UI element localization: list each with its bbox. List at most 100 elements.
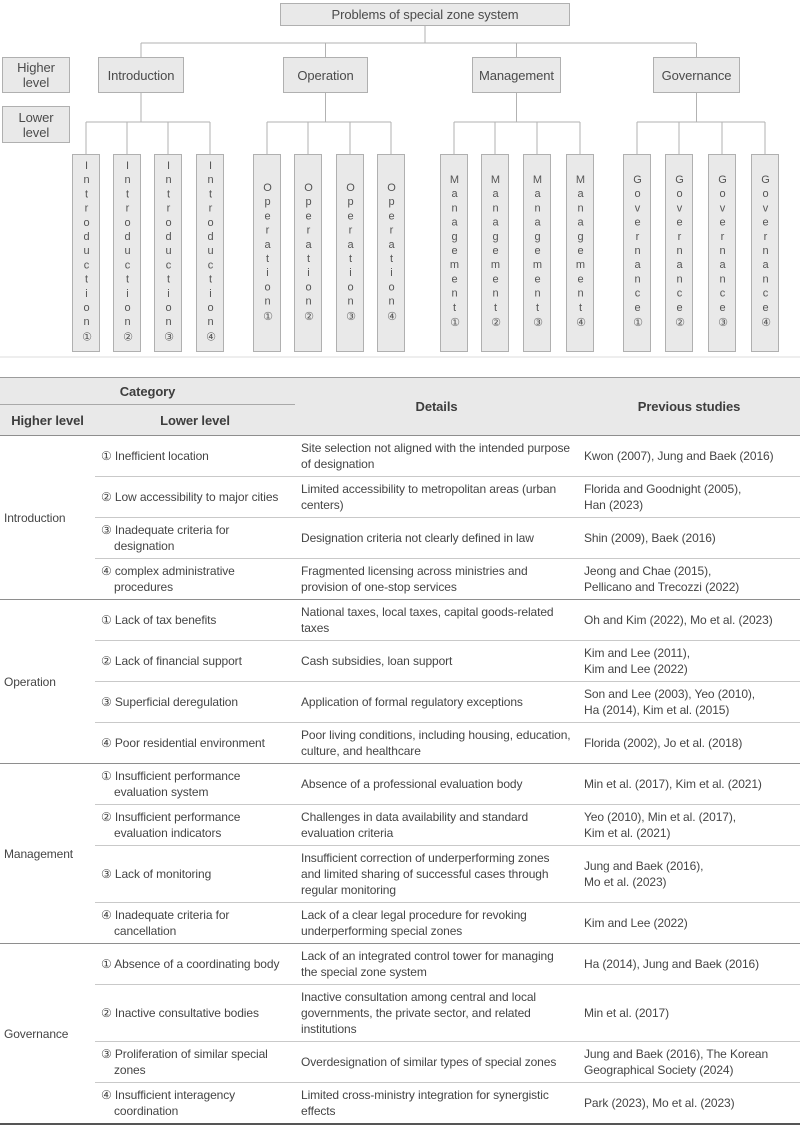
details-header: Details — [295, 377, 578, 436]
table-row: ③ Lack of monitoring Insufficient correct… — [0, 845, 800, 903]
group-box-introduction: Introduction — [98, 57, 184, 93]
child-box: Operation② — [294, 154, 322, 352]
table-row: ③ Superficial deregulation Application of… — [0, 681, 800, 723]
details-cell: Lack of a clear legal procedure for revo… — [295, 902, 578, 944]
studies-cell: Kim and Lee (2011), Kim and Lee (2022) — [578, 640, 800, 682]
studies-cell: Ha (2014), Jung and Baek (2016) — [584, 957, 760, 971]
table-row: ② Insufficient performance evaluation in… — [0, 804, 800, 846]
table-row: Introduction ① Inefficient location Site s… — [0, 436, 800, 525]
table-row: Management ① Insufficient performance eva… — [0, 764, 800, 861]
lower-level-cell: ④ Insufficient interagency coordination — [95, 1082, 295, 1124]
child-box: Management④ — [566, 154, 594, 352]
studies-cell: Jung and Baek (2016), The Korean Geograp… — [578, 1041, 800, 1083]
table-row: ② Lack of financial support Cash subsidie… — [0, 640, 800, 682]
child-box: Management② — [481, 154, 509, 352]
details-cell: Application of formal regulatory excepti… — [295, 681, 578, 723]
table-row: ③ Proliferation of similar special zones… — [0, 1041, 800, 1083]
lower-level-cell: ① Inefficient location — [101, 449, 209, 463]
lower-level-cell: ③ Inadequate criteria for designation — [95, 517, 295, 559]
details-cell: Inactive consultation among central and … — [295, 984, 578, 1042]
child-box: Governance② — [665, 154, 693, 352]
table-section-governance: Governance ① Absence of a coordinating bo… — [0, 943, 800, 1124]
lower-level-cell: ② Insufficient performance evaluation in… — [95, 804, 295, 846]
child-box: Introduction② — [113, 154, 141, 352]
studies-cell: Min et al. (2017) — [578, 984, 800, 1042]
table-row: Governance ① Absence of a coordinating bo… — [0, 944, 800, 1041]
studies-cell: Oh and Kim (2022), Mo et al. (2023) — [584, 613, 773, 627]
studies-cell: Yeo (2010), Min et al. (2017), Kim et al… — [578, 804, 800, 846]
higher-level-cell: Governance — [4, 1026, 69, 1041]
studies-cell: Min et al. (2017), Kim et al. (2021) — [584, 777, 762, 791]
details-cell: Site selection not aligned with the inte… — [301, 441, 570, 471]
child-box: Operation④ — [377, 154, 405, 352]
hierarchy-diagram: Problems of special zone system Higher l… — [0, 0, 800, 377]
child-box: Operation③ — [336, 154, 364, 352]
category-header: Category — [0, 377, 295, 405]
child-box: Management① — [440, 154, 468, 352]
table-row: ④ Insufficient interagency coordination L… — [0, 1082, 800, 1124]
studies-cell: Park (2023), Mo et al. (2023) — [578, 1082, 800, 1124]
group-box-operation: Operation — [283, 57, 368, 93]
table-row: ② Low accessibility to major cities Limit… — [0, 476, 800, 518]
lower-level-cell: ③ Superficial deregulation — [95, 681, 295, 723]
details-cell: Lack of an integrated control tower for … — [301, 949, 554, 979]
studies-cell: Florida (2002), Jo et al. (2018) — [578, 722, 800, 764]
lower-level-cell: ① Insufficient performance evaluation sy… — [101, 769, 241, 799]
higher-level-label: Higher level — [2, 57, 70, 93]
higher-level-cell: Introduction — [4, 510, 66, 525]
details-cell: Fragmented licensing across ministries a… — [295, 558, 578, 600]
details-cell: Challenges in data availability and stan… — [295, 804, 578, 846]
details-cell: National taxes, local taxes, capital goo… — [301, 605, 554, 635]
child-box: Introduction④ — [196, 154, 224, 352]
details-cell: Cash subsidies, loan support — [295, 640, 578, 682]
table-section-management: Management ① Insufficient performance eva… — [0, 763, 800, 944]
lower-level-cell: ② Low accessibility to major cities — [95, 476, 295, 518]
lower-level-cell: ① Absence of a coordinating body — [101, 957, 280, 971]
table-section-introduction: Introduction ① Inefficient location Site s… — [0, 435, 800, 600]
studies-cell: Son and Lee (2003), Yeo (2010), Ha (2014… — [578, 681, 800, 723]
table-row: ④ Poor residential environment Poor livin… — [0, 722, 800, 764]
child-box: Introduction① — [72, 154, 100, 352]
lower-level-cell: ④ Inadequate criteria for cancellation — [95, 902, 295, 944]
higher-level-cell: Management — [4, 846, 74, 861]
studies-header: Previous studies — [578, 377, 800, 436]
child-box: Governance③ — [708, 154, 736, 352]
problems-table: Category Details Previous studies Higher… — [0, 377, 800, 1125]
details-cell: Limited cross-ministry integration for s… — [295, 1082, 578, 1124]
table-row: ③ Inadequate criteria for designation Des… — [0, 517, 800, 559]
studies-cell: Kwon (2007), Jung and Baek (2016) — [584, 449, 774, 463]
lower-level-cell: ② Inactive consultative bodies — [95, 984, 295, 1042]
table-section-operation: Operation ① Lack of tax benefits National … — [0, 599, 800, 764]
table-row: ④ complex administrative procedures Fragm… — [0, 558, 800, 600]
root-box: Problems of special zone system — [280, 3, 570, 26]
higher-level-header: Higher level — [0, 404, 95, 436]
child-box: Introduction③ — [154, 154, 182, 352]
details-cell: Insufficient correction of underperformi… — [295, 845, 578, 903]
tree-connectors — [0, 25, 800, 358]
higher-level-cell: Operation — [4, 674, 56, 689]
details-cell: Absence of a professional evaluation bod… — [301, 777, 523, 791]
details-cell: Poor living conditions, including housin… — [295, 722, 578, 764]
table-row: ② Inactive consultative bodies Inactive c… — [0, 984, 800, 1042]
studies-cell: Jeong and Chae (2015), Pellicano and Tre… — [578, 558, 800, 600]
lower-level-cell: ③ Proliferation of similar special zones — [95, 1041, 295, 1083]
studies-cell: Florida and Goodnight (2005), Han (2023) — [578, 476, 800, 518]
studies-cell: Kim and Lee (2022) — [578, 902, 800, 944]
lower-level-cell: ③ Lack of monitoring — [95, 845, 295, 903]
studies-cell: Shin (2009), Baek (2016) — [578, 517, 800, 559]
child-box: Operation① — [253, 154, 281, 352]
table-row: ④ Inadequate criteria for cancellation La… — [0, 902, 800, 944]
lower-level-label: Lower level — [2, 106, 70, 143]
details-cell: Limited accessibility to metropolitan ar… — [295, 476, 578, 518]
lower-level-cell: ② Lack of financial support — [95, 640, 295, 682]
table-row: Operation ① Lack of tax benefits National … — [0, 600, 800, 689]
child-box: Governance④ — [751, 154, 779, 352]
lower-level-cell: ④ Poor residential environment — [95, 722, 295, 764]
studies-cell: Jung and Baek (2016), Mo et al. (2023) — [578, 845, 800, 903]
child-box: Governance① — [623, 154, 651, 352]
lower-level-header: Lower level — [95, 404, 295, 436]
lower-level-cell: ④ complex administrative procedures — [95, 558, 295, 600]
group-box-governance: Governance — [653, 57, 740, 93]
details-cell: Designation criteria not clearly defined… — [295, 517, 578, 559]
details-cell: Overdesignation of similar types of spec… — [295, 1041, 578, 1083]
